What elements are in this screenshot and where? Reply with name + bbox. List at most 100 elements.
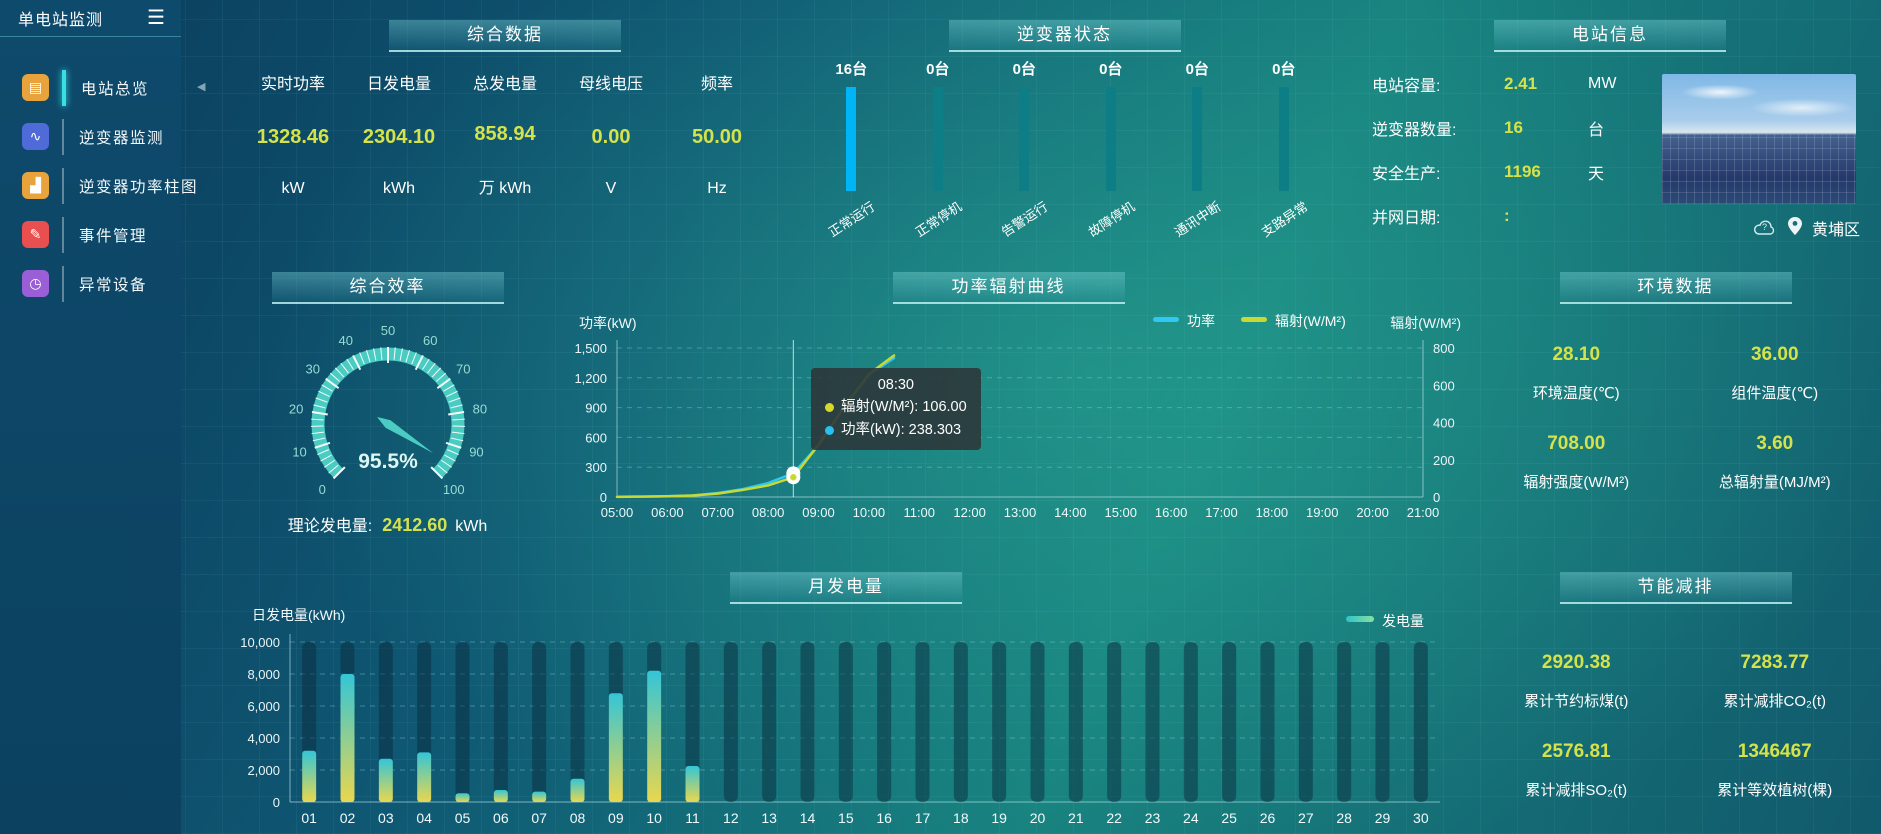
legend-marker[interactable] bbox=[1346, 616, 1374, 622]
inverter-count: 0台 bbox=[1272, 61, 1296, 78]
bar-shadow bbox=[570, 642, 585, 802]
bar-shadow bbox=[1030, 642, 1045, 802]
doc-icon: ▤ bbox=[22, 74, 49, 101]
barchart-icon: ▟ bbox=[22, 172, 49, 199]
active-indicator bbox=[62, 69, 66, 106]
legend-marker[interactable] bbox=[1241, 317, 1267, 322]
bar-shadow bbox=[1413, 642, 1428, 802]
bar-shadow bbox=[532, 642, 547, 802]
inverter-status-item: 0台 正常停机 bbox=[895, 58, 982, 248]
panel-title: 逆变器状态 bbox=[948, 20, 1181, 52]
chart-text: 02 bbox=[340, 810, 356, 826]
inverter-bar bbox=[1192, 87, 1203, 191]
inverter-bar bbox=[1019, 87, 1030, 191]
bar-day-06 bbox=[493, 790, 508, 802]
panel-efficiency: 综合效率 0 10 20 30 40 50 60 70 80 90 100 95.5% 理论发电量: 2… bbox=[228, 264, 547, 552]
chart-text: 09 bbox=[608, 810, 624, 826]
inverter-bar bbox=[1105, 87, 1116, 191]
chart-text: 70 bbox=[456, 361, 470, 376]
chart-text: 1,500 bbox=[574, 341, 607, 356]
sidebar-item-4[interactable]: ✎ 事件管理 bbox=[0, 210, 181, 259]
sidebar-item-label: 逆变器功率柱图 bbox=[79, 178, 199, 196]
bar-shadow bbox=[1183, 642, 1198, 802]
chart-text: 30 bbox=[1413, 810, 1429, 826]
metric-unit: kWh bbox=[383, 180, 415, 197]
station-row-value: 2.41 bbox=[1504, 74, 1538, 93]
chart-text: 辐射(W/M²) bbox=[1275, 313, 1346, 329]
monitor-icon: ∿ bbox=[22, 123, 49, 150]
chart-text: 600 bbox=[585, 430, 607, 445]
stat-label: 累计节约标煤(t) bbox=[1524, 693, 1629, 710]
sidebar-item-5[interactable]: ◷ 异常设备 bbox=[0, 259, 181, 308]
sidebar-item-3[interactable]: ▟ 逆变器功率柱图 bbox=[0, 161, 197, 210]
summary-metrics: 实时功率 1328.46 kW 日发电量 2304.10 kWh 总发电量 858.94 万 k… bbox=[240, 70, 770, 198]
chart-text: 08 bbox=[570, 810, 586, 826]
chart-text: 13:00 bbox=[1004, 505, 1037, 520]
chart-text: 0 bbox=[1433, 490, 1440, 505]
app-title: 单电站监测 bbox=[18, 12, 104, 29]
bar-shadow bbox=[800, 642, 815, 802]
panel-station-info: 电站信息 电站容量: 2.41 MW 逆变器数量: 16 台安全生产: 1196 天并网日期:… bbox=[1346, 12, 1874, 252]
chart-text: 日发电量(kWh) bbox=[252, 607, 345, 623]
chart-text: 0 bbox=[273, 795, 280, 810]
metric-value: 2304.10 bbox=[362, 125, 436, 148]
active-indicator bbox=[62, 216, 64, 253]
stat-cell: 708.00 辐射强度(W/M²) bbox=[1477, 417, 1676, 506]
stat-cell: 2576.81 累计减排SO₂(t) bbox=[1477, 725, 1676, 814]
bar-shadow bbox=[953, 642, 968, 802]
sidebar-collapse-arrow[interactable]: ◀ bbox=[197, 81, 206, 93]
stat-cell: 28.10 环境温度(℃) bbox=[1477, 328, 1676, 417]
stat-label: 辐射强度(W/M²) bbox=[1523, 474, 1630, 491]
chart-text: 19:00 bbox=[1306, 505, 1339, 520]
stat-label: 累计减排CO₂(t) bbox=[1723, 693, 1826, 710]
panel-environment: 环境数据 28.10 环境温度(℃) 36.00 组件温度(℃) 708.00 辐射强度(… bbox=[1477, 264, 1874, 552]
monthly-generation-chart[interactable]: 0 2,000 4,000 6,000 8,000 10,000 日发电量(kWh) 发电量 0… bbox=[228, 564, 1464, 832]
stat-cell: 36.00 组件温度(℃) bbox=[1676, 328, 1875, 417]
chart-text: 20:00 bbox=[1356, 505, 1389, 520]
chart-text: 10 bbox=[646, 810, 662, 826]
chart-text: 07 bbox=[531, 810, 547, 826]
chart-text: 发电量 bbox=[1382, 613, 1424, 629]
panel-title: 综合数据 bbox=[389, 20, 621, 52]
legend-marker[interactable] bbox=[1153, 317, 1179, 322]
chart-text: 功率 bbox=[1187, 313, 1215, 329]
hamburger-menu-icon[interactable]: ☰ bbox=[147, 7, 165, 29]
chart-text: 40 bbox=[339, 333, 353, 348]
metric-unit: 万 kWh bbox=[478, 180, 532, 197]
panel-power-radiation-curve: 功率辐射曲线 0 300 600 900 1,200 1,500 0 200 400 600 800… bbox=[553, 264, 1464, 552]
station-info-row: 电站容量: 2.41 MW bbox=[1372, 62, 1672, 106]
sidebar-item-1[interactable]: ▤ 电站总览 bbox=[0, 63, 181, 112]
chart-text: 03 bbox=[378, 810, 394, 826]
bar-day-02 bbox=[340, 674, 355, 802]
station-row-value: 16 bbox=[1504, 118, 1523, 137]
stat-label: 总辐射量(MJ/M²) bbox=[1718, 474, 1831, 491]
power-radiation-chart[interactable]: 0 300 600 900 1,200 1,500 0 200 400 600 800 05:00 06… bbox=[553, 264, 1464, 552]
theory-value: 2412.60 bbox=[382, 515, 448, 535]
panel-energy-saving: 节能减排 2920.38 累计节约标煤(t) 7283.77 累计减排CO₂(t) 25… bbox=[1477, 564, 1874, 832]
stat-value: 3.60 bbox=[1756, 433, 1794, 454]
chart-text: 18:00 bbox=[1256, 505, 1289, 520]
inverter-state-label: 通讯中断 bbox=[1171, 198, 1224, 240]
sidebar-item-2[interactable]: ∿ 逆变器监测 bbox=[0, 112, 181, 161]
stat-cell: 3.60 总辐射量(MJ/M²) bbox=[1676, 417, 1875, 506]
inverter-status-bars: 16台 正常运行 0台 正常停机 0台 告警运行 0台 故障停机 0台 通讯中断 0台 支路异常 bbox=[808, 58, 1327, 248]
sidebar-item-label: 逆变器监测 bbox=[79, 129, 165, 147]
series-dot-icon bbox=[825, 425, 834, 435]
station-row-unit: 台 bbox=[1588, 122, 1605, 139]
chart-text: 1,200 bbox=[574, 371, 607, 386]
chart-text: 23 bbox=[1145, 810, 1161, 826]
sidebar-item-label: 异常设备 bbox=[79, 276, 148, 294]
chart-text: 900 bbox=[585, 401, 607, 416]
inverter-status-item: 0台 支路异常 bbox=[1241, 58, 1328, 248]
metric-unit: Hz bbox=[707, 180, 727, 197]
inverter-count: 16台 bbox=[835, 61, 868, 78]
bar-shadow bbox=[1107, 642, 1122, 802]
stat-label: 累计等效植树(棵) bbox=[1717, 782, 1833, 799]
chart-text: 50 bbox=[381, 323, 395, 338]
inverter-state-label: 告警运行 bbox=[998, 198, 1051, 240]
tooltip-text: 辐射(W/M²): 106.00 bbox=[841, 399, 967, 416]
chart-text: 21 bbox=[1068, 810, 1084, 826]
chart-text: 200 bbox=[1433, 453, 1455, 468]
chart-text: 功率(kW) bbox=[579, 315, 637, 331]
event-icon: ✎ bbox=[22, 221, 49, 248]
